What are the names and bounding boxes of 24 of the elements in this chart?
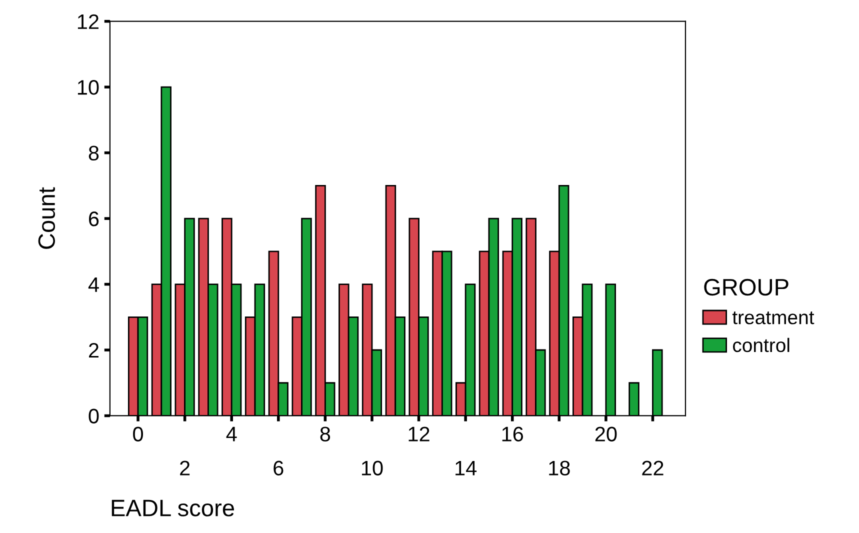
x-tick-label: 6	[274, 460, 284, 476]
x-tick-label: 2	[180, 460, 190, 476]
x-tick-label: 8	[320, 426, 330, 442]
legend-title: GROUP	[704, 278, 788, 296]
x-axis-title: EADL score	[112, 500, 234, 516]
x-tick-label: 4	[226, 426, 237, 442]
x-tick-label: 0	[133, 426, 144, 442]
x-tick-label: 16	[502, 426, 524, 442]
y-tick-label: 4	[88, 277, 99, 292]
y-tick-label: 8	[88, 146, 99, 161]
x-tick-label: 10	[362, 460, 383, 476]
x-tick-label: 18	[549, 460, 570, 476]
y-tick-label: 6	[89, 212, 99, 226]
y-axis-title: Count	[38, 187, 56, 249]
y-tick-label: 0	[88, 408, 99, 424]
x-tick-label: 12	[408, 426, 430, 442]
y-tick-label: 2	[89, 343, 98, 358]
x-tick-label: 22	[642, 460, 664, 476]
x-tick-label: 14	[456, 460, 477, 476]
x-tick-label: 20	[595, 426, 617, 442]
y-tick-label: 10	[78, 80, 99, 95]
legend-label: treatment	[732, 312, 814, 324]
legend-label: control	[732, 338, 790, 352]
y-tick-label: 12	[78, 14, 98, 29]
